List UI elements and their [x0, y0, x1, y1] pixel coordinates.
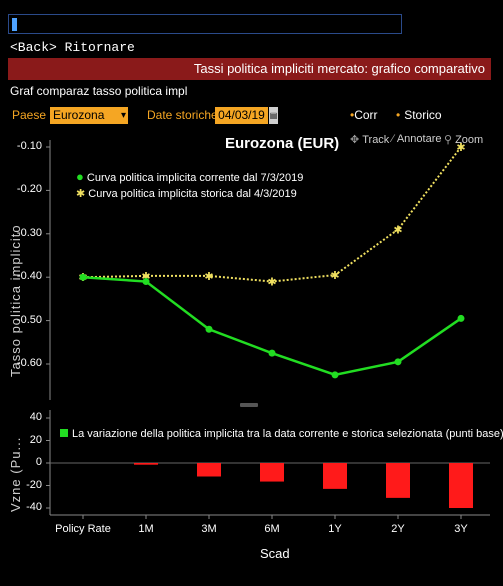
calendar-icon[interactable]: ▤: [269, 107, 278, 124]
search-icon: ⚲: [444, 134, 453, 146]
y-tick-label: -0.50: [16, 313, 42, 326]
x-tick-label: 1M: [138, 523, 154, 535]
lower-legend: La variazione della politica implicita t…: [60, 428, 503, 440]
lower-y-tick-label: -20: [26, 478, 42, 491]
legend-historical-label: Curva politica implicita storica dal 4/3…: [88, 188, 297, 200]
historical-point: ✱: [393, 223, 402, 236]
y-tick-label: -0.60: [16, 357, 42, 369]
current-point: [79, 273, 87, 281]
historical-point: ✱: [141, 270, 150, 283]
x-tick-label: 1Y: [328, 523, 342, 535]
historical-point: ✱: [204, 270, 213, 283]
current-point: [331, 371, 339, 379]
page-subtitle: Graf comparaz tasso politica impl: [10, 84, 188, 98]
x-tick-label: 3M: [201, 523, 217, 535]
lower-y-tick-label: 20: [29, 433, 42, 446]
current-point: [142, 278, 150, 286]
zoom-button[interactable]: ⚲ Zoom: [444, 133, 483, 146]
legend-current: ● Curva politica implicita corrente dal …: [76, 169, 303, 184]
legend-historical: ✱ Curva politica implicita storica dal 4…: [76, 187, 297, 200]
x-tick-label: 6M: [264, 523, 280, 535]
command-input[interactable]: [8, 14, 402, 34]
panel-splitter[interactable]: [240, 403, 258, 407]
legend-corr[interactable]: •Corr: [350, 108, 378, 122]
legend-storico[interactable]: • Storico: [396, 108, 442, 122]
x-tick-label: 3Y: [454, 523, 468, 535]
paese-select[interactable]: Eurozona ▾: [50, 107, 128, 124]
track-button[interactable]: ✥ Track: [350, 133, 389, 146]
zoom-label: Zoom: [455, 134, 484, 146]
annotare-label: Annotare: [396, 133, 442, 145]
text-cursor: [12, 18, 17, 31]
historical-point: ✱: [330, 269, 339, 282]
current-point: [268, 349, 276, 357]
date-input[interactable]: 04/03/19: [215, 107, 268, 124]
change-bar: [134, 463, 158, 465]
current-point: [457, 314, 465, 322]
y-tick-label: -0.30: [16, 226, 42, 239]
chart-title: Eurozona (EUR): [225, 135, 340, 152]
historical-point: ✱: [267, 276, 276, 289]
corr-dot-icon: •: [350, 108, 355, 122]
back-link[interactable]: <Back> Ritornare: [10, 40, 135, 55]
lower-y-tick-label: 40: [29, 411, 42, 423]
lower-y-tick-label: 0: [35, 456, 42, 468]
date-label: Date storiche: [147, 108, 218, 122]
legend-dot-icon: ●: [76, 169, 84, 184]
current-point: [394, 358, 402, 366]
crosshair-icon: ✥: [350, 134, 360, 146]
change-bar: [386, 463, 410, 498]
y-tick-label: -0.20: [16, 183, 42, 196]
title-bar: Tassi politica impliciti mercato: grafic…: [8, 58, 491, 80]
x-axis-title: Scad: [260, 546, 290, 561]
y-tick-label: -0.40: [16, 270, 42, 283]
historical-point: ✱: [456, 141, 465, 154]
storico-star-icon: •: [396, 108, 401, 122]
lower-legend-label: La variazione della politica implicita t…: [72, 428, 503, 440]
change-bar: [197, 463, 221, 477]
chevron-down-icon: ▾: [120, 110, 126, 121]
chart-legend: ● Curva politica implicita corrente dal …: [70, 166, 303, 208]
track-label: Track: [362, 134, 390, 146]
legend-current-label: Curva politica implicita corrente dal 7/…: [86, 172, 304, 184]
annotare-button[interactable]: ∕ Annotare: [392, 133, 442, 145]
legend-star-icon: ✱: [76, 188, 86, 200]
paese-value: Eurozona: [53, 108, 105, 122]
x-tick-label: 2Y: [391, 523, 405, 535]
page-title: Tassi politica impliciti mercato: grafic…: [193, 61, 485, 76]
legend-square-icon: [60, 429, 68, 437]
lower-y-tick-label: -40: [26, 501, 42, 513]
pencil-icon: ∕: [392, 133, 394, 145]
paese-label: Paese: [12, 108, 47, 122]
change-bar: [323, 463, 347, 489]
change-bar: [449, 463, 473, 508]
y-tick-label: -0.10: [16, 140, 42, 152]
current-point: [205, 325, 213, 333]
historical-series-line: [82, 146, 462, 283]
corr-label: Corr: [354, 108, 378, 122]
x-tick-label: Policy Rate: [55, 523, 111, 535]
current-series-line: [82, 275, 462, 377]
change-bar: [260, 463, 284, 482]
storico-label: Storico: [404, 108, 442, 122]
